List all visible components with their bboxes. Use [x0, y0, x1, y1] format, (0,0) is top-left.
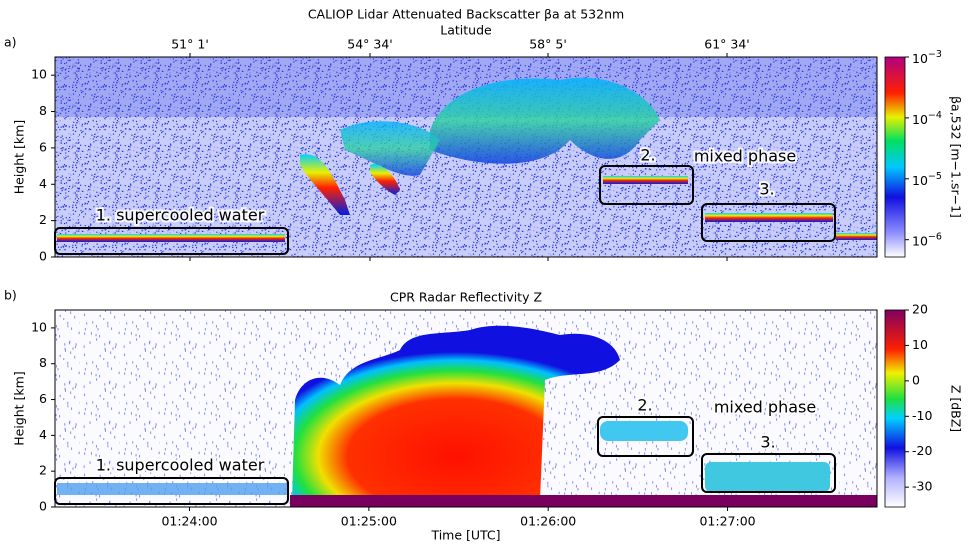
- chart-title: CALIOP Lidar Attenuated Backscatter βa a…: [308, 7, 624, 22]
- colorbar-label: Z [dBZ]: [949, 385, 964, 432]
- panel-label: a): [4, 35, 17, 50]
- x-tick-label: 01:27:00: [699, 514, 755, 529]
- annotation: 1. supercooled water: [96, 206, 265, 225]
- top-tick-label: 58° 5': [529, 37, 567, 52]
- colorbar-tick-label: 10−5: [912, 170, 942, 187]
- colorbar-tick-label: -10: [912, 408, 932, 423]
- top-tick-label: 61° 34': [704, 37, 749, 52]
- y-tick-label: 0: [39, 499, 47, 514]
- colorbar-tick-label: 0: [912, 372, 920, 387]
- ground: [290, 495, 877, 507]
- colorbar-tick-label: 10−4: [912, 109, 942, 126]
- panels: 0 2 4 6 8 10 Height [km] a) CALIOP Lidar Attenua…: [4, 7, 964, 543]
- y-tick-label: 0: [39, 249, 47, 264]
- x-axis-label: Time [UTC]: [430, 528, 500, 543]
- y-axis-label: Height [km]: [12, 371, 27, 445]
- y-axis-label: Height [km]: [12, 120, 27, 194]
- y-tick-label: 8: [39, 103, 47, 118]
- annotation: 2.: [637, 396, 652, 415]
- chart-title: CPR Radar Reflectivity Z: [390, 290, 542, 305]
- annotation: mixed phase: [714, 398, 816, 417]
- y-tick-label: 2: [39, 463, 47, 478]
- top-tick-label: 54° 34': [347, 37, 392, 52]
- x-tick-label: 01:26:00: [520, 514, 576, 529]
- layer: [705, 213, 833, 222]
- y-tick-label: 10: [31, 67, 47, 82]
- layer: [57, 483, 287, 495]
- colorbar-tick-label: 20: [912, 302, 928, 317]
- top-axis-label: Latitude: [440, 23, 492, 38]
- annotation: 2.: [640, 146, 655, 165]
- colorbar-tick-label: 10−6: [912, 231, 942, 248]
- layer: [836, 233, 877, 240]
- colorbar-tick-label: 10: [912, 337, 928, 352]
- colorbar: [885, 310, 905, 507]
- layer: [603, 176, 688, 184]
- top-tick-label: 51° 1': [171, 37, 209, 52]
- figure: 0 2 4 6 8 10 Height [km] a) CALIOP Lidar Attenua…: [0, 0, 971, 545]
- colorbar-tick-label: 10−3: [912, 49, 942, 66]
- colorbar: [885, 57, 905, 257]
- y-tick-label: 6: [39, 139, 47, 154]
- annotation: 1. supercooled water: [96, 456, 265, 475]
- x-tick-label: 01:25:00: [341, 514, 397, 529]
- annotation: mixed phase: [694, 147, 796, 166]
- colorbar-tick-label: -30: [912, 479, 932, 494]
- layer: [600, 421, 688, 441]
- y-tick-label: 2: [39, 212, 47, 227]
- y-tick-label: 10: [31, 319, 47, 334]
- y-tick-label: 6: [39, 391, 47, 406]
- y-tick-label: 4: [39, 427, 47, 442]
- colorbar-tick-label: -20: [912, 443, 932, 458]
- y-tick-label: 8: [39, 355, 47, 370]
- y-tick-label: 4: [39, 176, 47, 191]
- x-tick-label: 01:24:00: [161, 514, 217, 529]
- panel-label: b): [4, 288, 17, 303]
- layer: [57, 234, 285, 242]
- layer: [705, 462, 830, 492]
- colorbar-label: βa,532 [m−1.sr−1]: [949, 96, 964, 218]
- annotation: 3.: [759, 180, 774, 199]
- annotation: 3.: [760, 433, 775, 452]
